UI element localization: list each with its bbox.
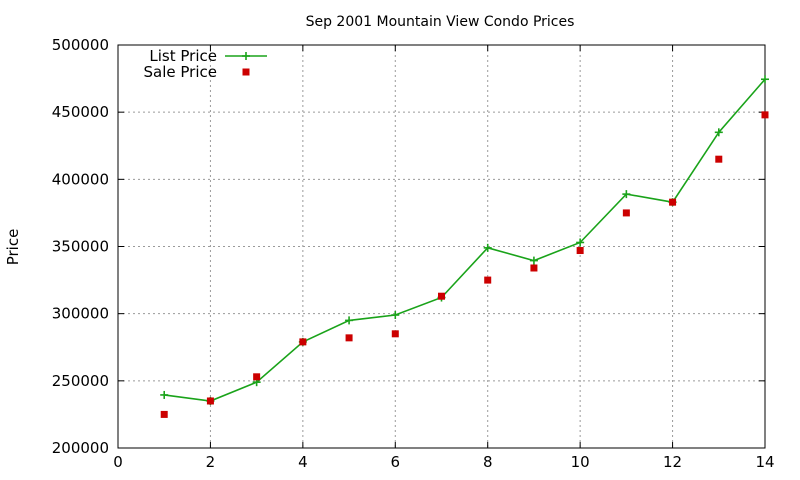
y-axis-label: Price	[4, 229, 22, 266]
sale-price-point	[345, 334, 353, 342]
list-price-point	[345, 316, 354, 325]
series	[160, 75, 769, 418]
legend-marker-sale-price	[242, 68, 250, 76]
y-tick-label: 300000	[52, 305, 109, 323]
sale-price-point	[206, 397, 214, 405]
series-2	[160, 111, 769, 418]
series-1	[160, 75, 769, 405]
x-tick-label: 12	[663, 453, 682, 471]
sale-price-point	[669, 198, 677, 206]
list-price-point	[622, 190, 631, 199]
axis-ticks: 0 2 4 6 8 10 12 14 200000 250000 300000 350000 40000…	[52, 36, 775, 471]
x-tick-label: 4	[298, 453, 308, 471]
list-price-point	[160, 390, 169, 399]
y-tick-label: 250000	[52, 372, 109, 390]
legend-label-1: List Price	[149, 47, 217, 65]
sale-price-point	[622, 209, 630, 217]
list-price-point	[483, 243, 492, 252]
sale-price-point	[160, 410, 168, 418]
list-price-point	[529, 256, 538, 265]
sale-price-point	[438, 292, 445, 300]
x-tick-label: 0	[113, 453, 123, 471]
plot-frame	[117, 44, 766, 449]
legend-marker-list-price	[242, 52, 250, 60]
x-tick-label: 2	[206, 453, 216, 471]
list-price-point	[391, 311, 400, 320]
grid	[118, 45, 765, 448]
x-tick-label: 6	[391, 453, 401, 471]
sale-price-point	[576, 247, 584, 255]
list-price-line	[164, 78, 766, 402]
list-price-point	[576, 238, 585, 247]
list-price-point	[714, 128, 723, 137]
x-tick-label: 14	[755, 453, 774, 471]
sale-price-point	[530, 264, 538, 272]
y-tick-label: 200000	[52, 439, 109, 457]
y-tick-label: 450000	[52, 103, 109, 121]
y-tick-label: 500000	[52, 36, 109, 54]
y-tick-label: 350000	[52, 238, 109, 256]
x-tick-label: 10	[571, 453, 590, 471]
y-tick-label: 400000	[52, 170, 109, 188]
chart-title: Sep 2001 Mountain View Condo Prices	[306, 14, 575, 30]
sale-price-point	[761, 111, 769, 119]
sale-price-point	[715, 155, 723, 163]
sale-price-point	[484, 276, 492, 284]
x-tick-label: 8	[483, 453, 493, 471]
list-price-point	[761, 75, 769, 84]
sale-price-point	[299, 338, 307, 346]
sale-price-point	[253, 373, 261, 381]
legend-label-2: Sale Price	[144, 63, 217, 81]
sale-price-point	[391, 330, 399, 338]
